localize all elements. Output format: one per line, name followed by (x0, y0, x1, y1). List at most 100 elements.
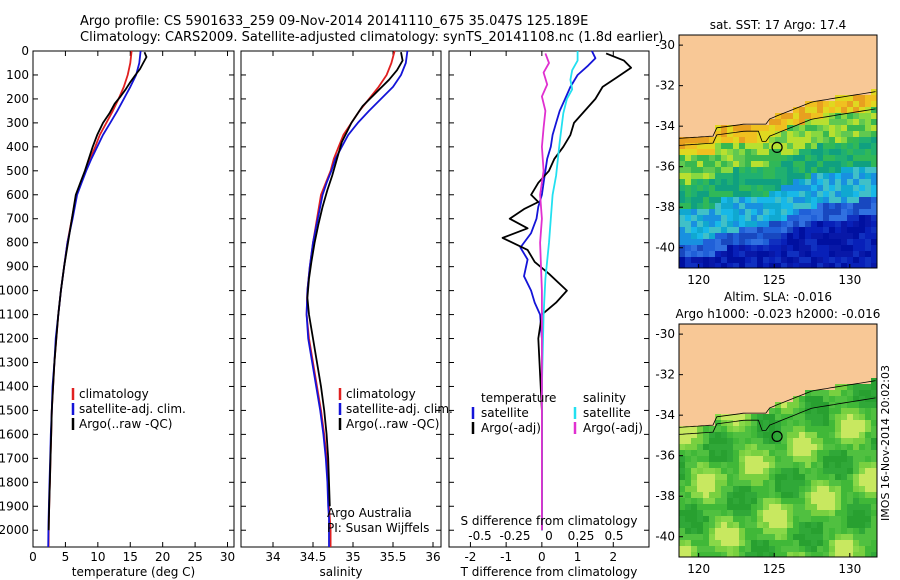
map-sst-map-cell (871, 215, 877, 221)
map-sst-map-cell (835, 77, 841, 83)
map-sla-map-cell (751, 360, 757, 366)
map-sst-map-cell (703, 161, 709, 167)
map-sst-map-cell (715, 35, 721, 41)
map-sst-map-cell (823, 263, 829, 268)
map-sst-map-cell (817, 191, 823, 197)
map-sla-map-cell (865, 372, 871, 378)
map-sst-map-cell (823, 245, 829, 251)
map-sst-map-cell (835, 245, 841, 251)
map-sla-map-cell (685, 330, 691, 336)
map-sla-map-cell (751, 540, 757, 546)
map-sst-map-cell (757, 125, 763, 131)
map-sla-map-cell (769, 402, 775, 408)
map-sst-map-cell (685, 203, 691, 209)
map-sla-map-cell (823, 366, 829, 372)
map-sla-map-cell (841, 336, 847, 342)
map-sst-map-cell (745, 77, 751, 83)
map-sst-map-cell (817, 77, 823, 83)
map-sla-map-cell (811, 414, 817, 420)
map-sst-map-cell (733, 221, 739, 227)
map-sla-map-cell (841, 324, 847, 330)
map-sst-map-cell (751, 47, 757, 53)
map-sla-map-cell (871, 384, 877, 390)
map-sla-map-cell (835, 498, 841, 504)
map-sla-map-cell (733, 498, 739, 504)
map-sla-map-cell (787, 366, 793, 372)
map-sst-map-cell (805, 95, 811, 101)
map-sla-map-cell (709, 450, 715, 456)
map-sst-map-cell (691, 239, 697, 245)
map-sla-map-cell (703, 408, 709, 414)
diff-legend-label: satellite (583, 406, 631, 420)
map-sla-argo-position-marker (771, 430, 783, 442)
map-sla-map-cell (691, 468, 697, 474)
map-sla-map-cell (679, 456, 685, 462)
map-sst-map-cell (841, 173, 847, 179)
map-sst-map-cell (739, 167, 745, 173)
map-sst-map-cell (781, 191, 787, 197)
map-sst-map-cell (691, 119, 697, 125)
map-sla-map-cell (727, 480, 733, 486)
map-sst-map-cell (841, 227, 847, 233)
map-sla-map-cell (823, 522, 829, 528)
map-sst-map-cell (859, 119, 865, 125)
map-sst-map-cell (847, 143, 853, 149)
map-sla-map-cell (835, 528, 841, 534)
map-sst-map-cell (823, 113, 829, 119)
map-sst-map-cell (763, 215, 769, 221)
map-sla-map-cell (805, 420, 811, 426)
map-sst-map-cell (793, 245, 799, 251)
map-sst-map-cell (775, 209, 781, 215)
map-sst-map-cell (787, 209, 793, 215)
map-sst-map-cell (727, 185, 733, 191)
map-sst-map-cell (715, 137, 721, 143)
map-sst-map-cell (781, 35, 787, 41)
map-sst-map-cell (835, 185, 841, 191)
map-sla-map-cell (847, 360, 853, 366)
map-sla-map-cell (763, 504, 769, 510)
depth-tick-label: 1400 (0, 379, 29, 393)
map-sst-map-cell (751, 155, 757, 161)
map-sst-map-cell (739, 257, 745, 263)
map-sst-map-cell (763, 233, 769, 239)
map-sla-map-cell (853, 414, 859, 420)
map-sst-map-cell (709, 221, 715, 227)
map-sst-map-cell (691, 89, 697, 95)
map-sla-map-cell (745, 372, 751, 378)
map-sla-map-cell (739, 324, 745, 330)
map-sst-map-cell (697, 161, 703, 167)
map-sla-map-cell (745, 330, 751, 336)
map-sst-map-cell (871, 131, 877, 137)
map-sla-map-cell (775, 330, 781, 336)
map-sla-map-cell (775, 444, 781, 450)
map-sla-map-cell (721, 444, 727, 450)
map-sla-map-cell (829, 426, 835, 432)
map-sla-map-cell (871, 372, 877, 378)
map-sla-map-cell (703, 414, 709, 420)
map-sla-map-cell (745, 354, 751, 360)
map-sst-map-cell (829, 35, 835, 41)
map-sla-map-cell (811, 480, 817, 486)
map-sst-map-cell (733, 83, 739, 89)
map-sla-map-cell (733, 378, 739, 384)
map-sst-map-cell (799, 101, 805, 107)
map-sla-map-cell (685, 366, 691, 372)
map-sla-map-cell (823, 504, 829, 510)
map-sst-map-cell (763, 179, 769, 185)
map-sla-map-cell (859, 402, 865, 408)
map-sla-map-cell (757, 546, 763, 552)
map-sla-map-cell (853, 366, 859, 372)
map-sst-map-cell (799, 215, 805, 221)
map-sst-map-cell (859, 173, 865, 179)
map-sla-map-cell (799, 390, 805, 396)
map-sst-map-cell (835, 179, 841, 185)
map-sst-map-cell (817, 209, 823, 215)
map-sst-map-cell (709, 167, 715, 173)
map-sla-map-cell (799, 444, 805, 450)
map-sla-map-cell (811, 438, 817, 444)
map-sst-map-cell (679, 89, 685, 95)
map-sst-map-cell (811, 35, 817, 41)
map-sla-map-cell (685, 510, 691, 516)
map-sst-map-cell (763, 161, 769, 167)
map-sst-map-cell (697, 257, 703, 263)
